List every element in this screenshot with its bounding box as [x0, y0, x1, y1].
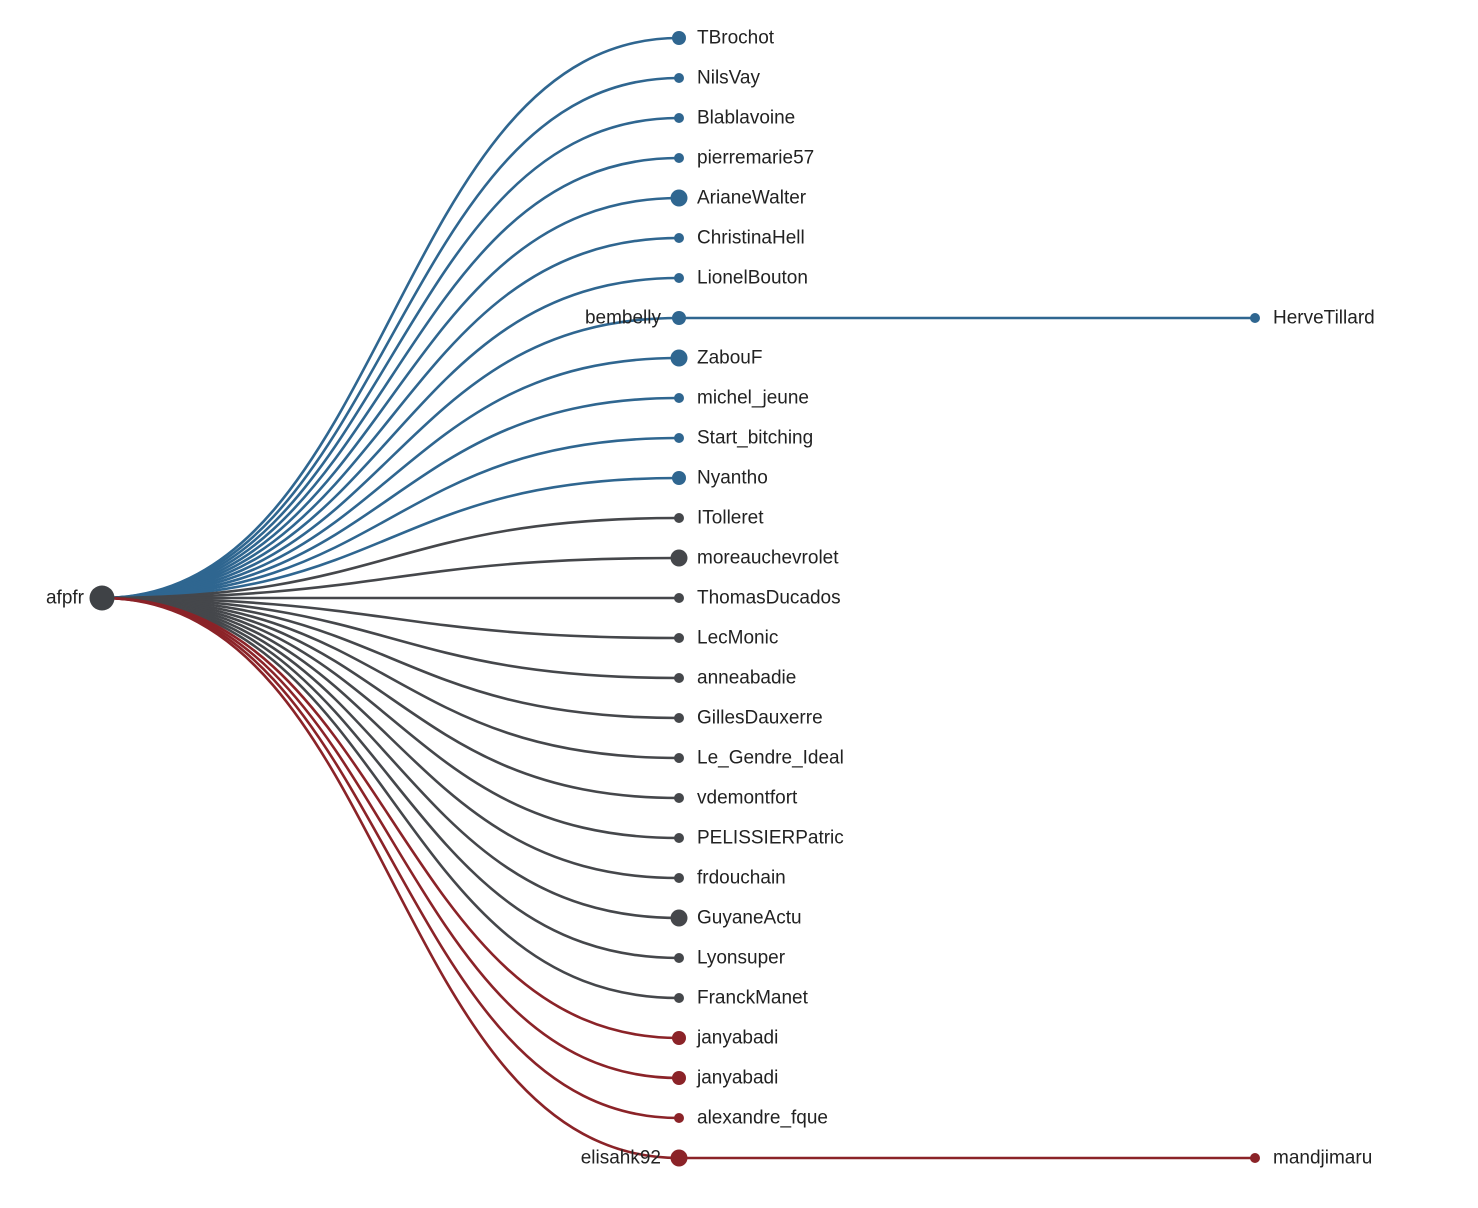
node-label-moreauchevrolet: moreauchevrolet [697, 548, 839, 569]
link-afpfr-to-arianewalter [101, 196, 680, 600]
node-arianewalter[interactable] [670, 189, 688, 207]
node-label-alexandre-fque: alexandre_fque [697, 1108, 828, 1129]
node-michel-jeune[interactable] [674, 393, 684, 403]
link-afpfr-to-le-gendre-ideal [101, 596, 680, 760]
link-afpfr-to-lecmonic [101, 596, 680, 640]
node-bembelly[interactable] [672, 311, 686, 325]
link-afpfr-to-elisahk92 [101, 596, 680, 1160]
node-le-gendre-ideal[interactable] [674, 753, 684, 763]
node-janyabadi[interactable] [672, 1031, 686, 1045]
node-label-janyabadi: janyabadi [696, 1068, 778, 1089]
node-label-anneabadie: anneabadie [697, 668, 796, 689]
link-afpfr-to-bembelly [101, 316, 680, 600]
link-afpfr-to-nyantho [101, 476, 680, 600]
link-afpfr-to-anneabadie [101, 596, 680, 680]
node-label-nilsvay: NilsVay [697, 68, 760, 89]
link-afpfr-to-pelissierpatric [101, 596, 680, 840]
link-afpfr-to-zabouf [101, 356, 680, 600]
node-guyaneactu[interactable] [670, 909, 688, 927]
node-pierremarie57[interactable] [674, 153, 684, 163]
node-moreauchevrolet[interactable] [670, 549, 688, 567]
node-lecmonic[interactable] [674, 633, 684, 643]
node-nilsvay[interactable] [674, 73, 684, 83]
node-elisahk92[interactable] [670, 1149, 688, 1167]
node-mandjimaru[interactable] [1250, 1153, 1260, 1163]
link-afpfr-to-tbrochot [101, 36, 680, 600]
node-label-gillesdauxerre: GillesDauxerre [697, 708, 823, 729]
node-label-lyonsuper: Lyonsuper [697, 948, 786, 969]
tree-links [101, 36, 1255, 1160]
tree-nodes [89, 31, 1260, 1167]
node-hervetillard[interactable] [1250, 313, 1260, 323]
node-pelissierpatric[interactable] [674, 833, 684, 843]
node-label-nyantho: Nyantho [697, 468, 768, 489]
node-itolleret[interactable] [674, 513, 684, 523]
node-label-le-gendre-ideal: Le_Gendre_Ideal [697, 748, 844, 769]
node-alexandre-fque[interactable] [674, 1113, 684, 1123]
node-lyonsuper[interactable] [674, 953, 684, 963]
link-afpfr-to-janyabadi [101, 596, 680, 1040]
node-gillesdauxerre[interactable] [674, 713, 684, 723]
node-label-vdemontfort: vdemontfort [697, 788, 798, 809]
link-afpfr-to-moreauchevrolet [101, 556, 680, 600]
node-blablavoine[interactable] [674, 113, 684, 123]
node-tbrochot[interactable] [672, 31, 686, 45]
link-afpfr-to-alexandre-fque [101, 596, 680, 1120]
link-afpfr-to-start-bitching [101, 436, 680, 600]
node-label-root: afpfr [46, 588, 85, 609]
link-afpfr-to-lionelbouton [101, 276, 680, 600]
node-label-tbrochot: TBrochot [697, 28, 775, 49]
node-thomasducados[interactable] [674, 593, 684, 603]
link-afpfr-to-frdouchain [101, 596, 680, 880]
node-vdemontfort[interactable] [674, 793, 684, 803]
link-afpfr-to-christinahell [101, 236, 680, 600]
node-start-bitching[interactable] [674, 433, 684, 443]
node-label-zabouf: ZabouF [697, 348, 762, 369]
node-label-pelissierpatric: PELISSIERPatric [697, 828, 844, 849]
node-label-christinahell: ChristinaHell [697, 228, 805, 249]
node-label-bembelly: bembelly [585, 308, 662, 329]
node-nyantho[interactable] [672, 471, 686, 485]
node-label-janyabadi: janyabadi [696, 1028, 778, 1049]
tree-labels: TBrochot NilsVay Blablavoine pierremarie57 A… [46, 28, 1375, 1169]
node-lionelbouton[interactable] [674, 273, 684, 283]
node-anneabadie[interactable] [674, 673, 684, 683]
node-christinahell[interactable] [674, 233, 684, 243]
node-label-frdouchain: frdouchain [697, 868, 786, 889]
node-label-lionelbouton: LionelBouton [697, 268, 808, 289]
link-afpfr-to-pierremarie57 [101, 156, 680, 600]
link-afpfr-to-lyonsuper [101, 596, 680, 960]
node-label-pierremarie57: pierremarie57 [697, 148, 814, 169]
node-label-guyaneactu: GuyaneActu [697, 908, 802, 929]
link-afpfr-to-michel-jeune [101, 396, 680, 600]
node-janyabadi[interactable] [672, 1071, 686, 1085]
link-afpfr-to-janyabadi [101, 596, 680, 1080]
node-zabouf[interactable] [670, 349, 688, 367]
link-afpfr-to-itolleret [101, 516, 680, 600]
node-franckmanet[interactable] [674, 993, 684, 1003]
link-afpfr-to-guyaneactu [101, 596, 680, 920]
link-afpfr-to-nilsvay [101, 76, 680, 600]
node-label-mandjimaru: mandjimaru [1273, 1148, 1372, 1169]
node-label-lecmonic: LecMonic [697, 628, 778, 649]
node-label-hervetillard: HerveTillard [1273, 308, 1375, 329]
node-label-michel-jeune: michel_jeune [697, 388, 809, 409]
node-label-thomasducados: ThomasDucados [697, 588, 841, 609]
node-label-elisahk92: elisahk92 [581, 1148, 661, 1169]
link-afpfr-to-franckmanet [101, 596, 680, 1000]
node-label-blablavoine: Blablavoine [697, 108, 795, 129]
link-afpfr-to-blablavoine [101, 116, 680, 600]
link-afpfr-to-gillesdauxerre [101, 596, 680, 720]
node-label-franckmanet: FranckManet [697, 988, 809, 1009]
node-label-itolleret: ITolleret [697, 508, 764, 529]
node-root-afpfr[interactable] [89, 585, 115, 611]
node-label-start-bitching: Start_bitching [697, 428, 813, 449]
node-label-arianewalter: ArianeWalter [697, 188, 807, 209]
link-afpfr-to-vdemontfort [101, 596, 680, 800]
node-frdouchain[interactable] [674, 873, 684, 883]
